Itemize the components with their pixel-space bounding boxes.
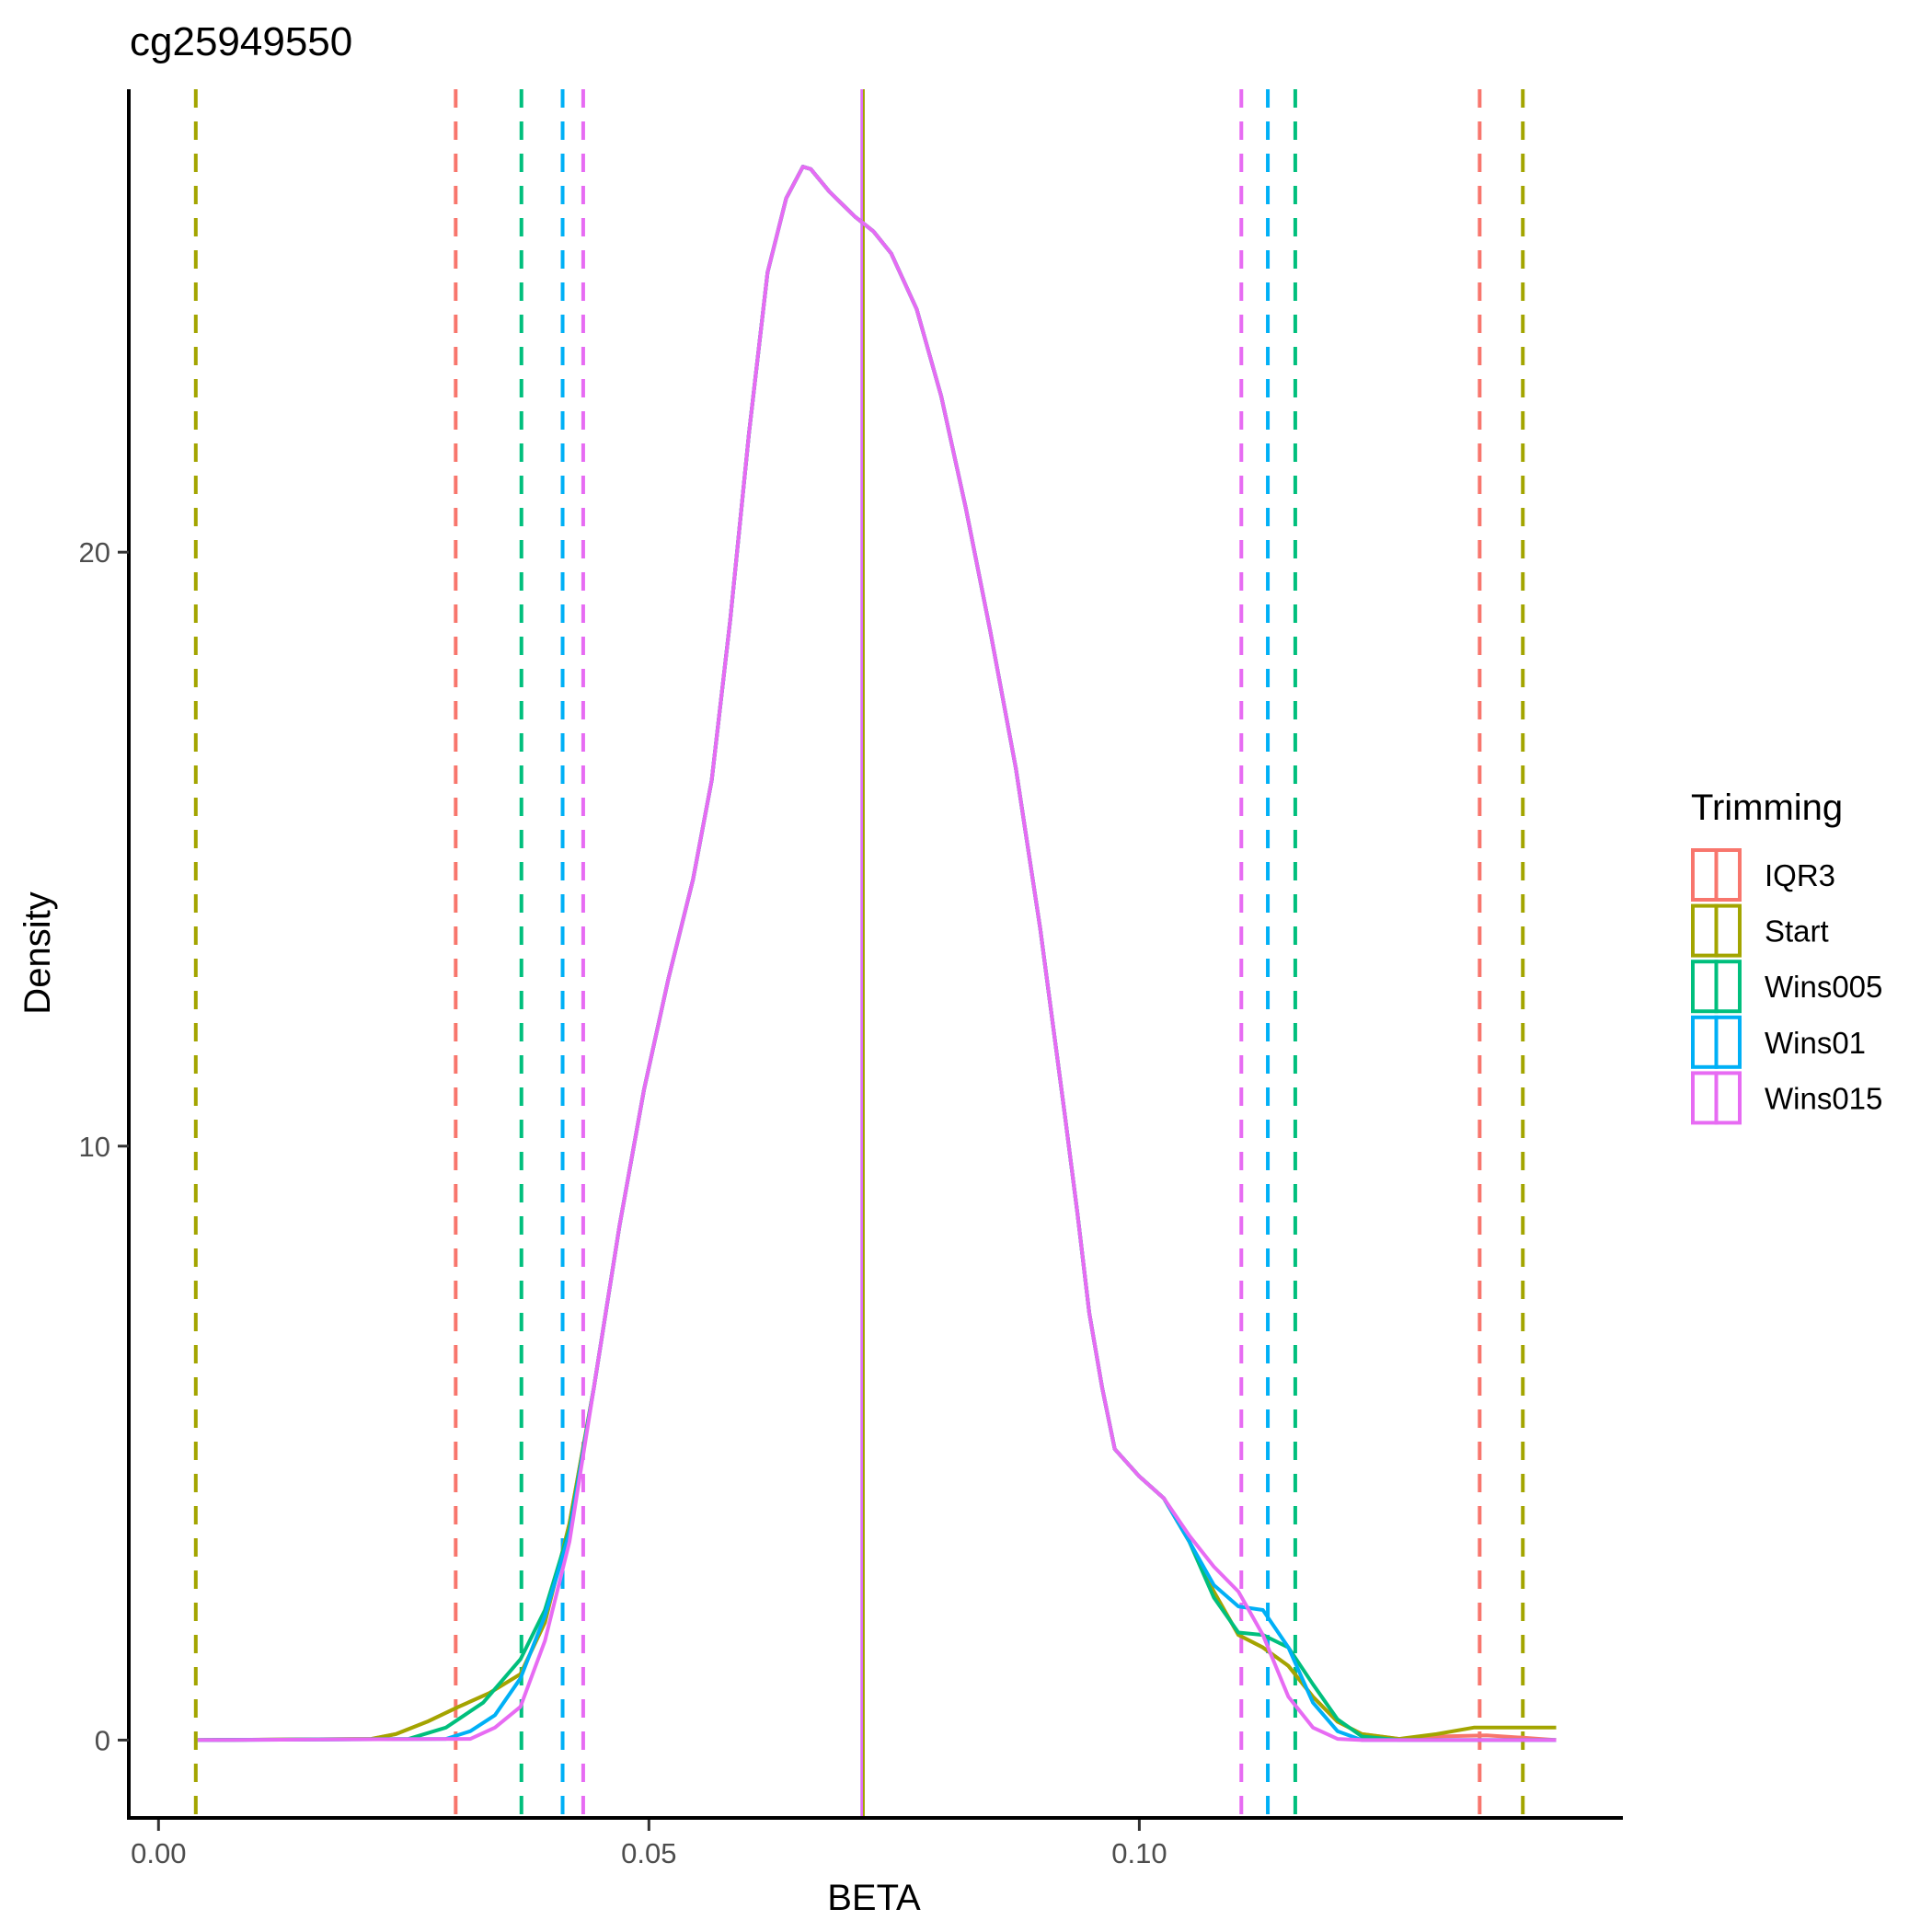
chart-title: cg25949550 <box>130 19 352 64</box>
y-tick-label: 10 <box>79 1131 110 1163</box>
legend-label: IQR3 <box>1765 858 1835 892</box>
density-curves <box>197 165 1557 1742</box>
y-tick-label: 0 <box>95 1724 110 1756</box>
legend-item-start: Start <box>1691 903 1829 958</box>
legend-item-wins005: Wins005 <box>1691 960 1882 1014</box>
x-tick-label: 0.05 <box>621 1837 676 1869</box>
threshold-lines <box>193 89 1525 1818</box>
density-curve-wins01 <box>197 165 1557 1742</box>
legend-item-wins01: Wins01 <box>1691 1015 1866 1069</box>
legend-label: Wins005 <box>1765 970 1882 1004</box>
y-ticks: 0 10 20 <box>79 536 129 1756</box>
density-curve-iqr3 <box>197 165 1557 1742</box>
x-tick-label: 0.00 <box>131 1837 186 1869</box>
legend-label: Start <box>1765 914 1829 949</box>
y-tick-label: 20 <box>79 536 110 569</box>
density-curve-wins015 <box>197 165 1557 1742</box>
legend: Trimming IQR3 Start Wins005 Wins01 Wins015 <box>1691 788 1882 1125</box>
y-axis-title: Density <box>17 891 58 1014</box>
legend-label: Wins015 <box>1765 1081 1882 1115</box>
density-curve-start <box>197 165 1557 1742</box>
x-tick-label: 0.10 <box>1111 1837 1167 1869</box>
legend-item-wins015: Wins015 <box>1691 1071 1882 1125</box>
x-ticks: 0.00 0.05 0.10 <box>131 1820 1167 1869</box>
x-axis-title: BETA <box>827 1878 921 1918</box>
density-curve-wins005 <box>197 165 1557 1742</box>
legend-item-iqr3: IQR3 <box>1691 848 1835 902</box>
legend-label: Wins01 <box>1765 1026 1866 1060</box>
legend-title: Trimming <box>1691 788 1843 828</box>
